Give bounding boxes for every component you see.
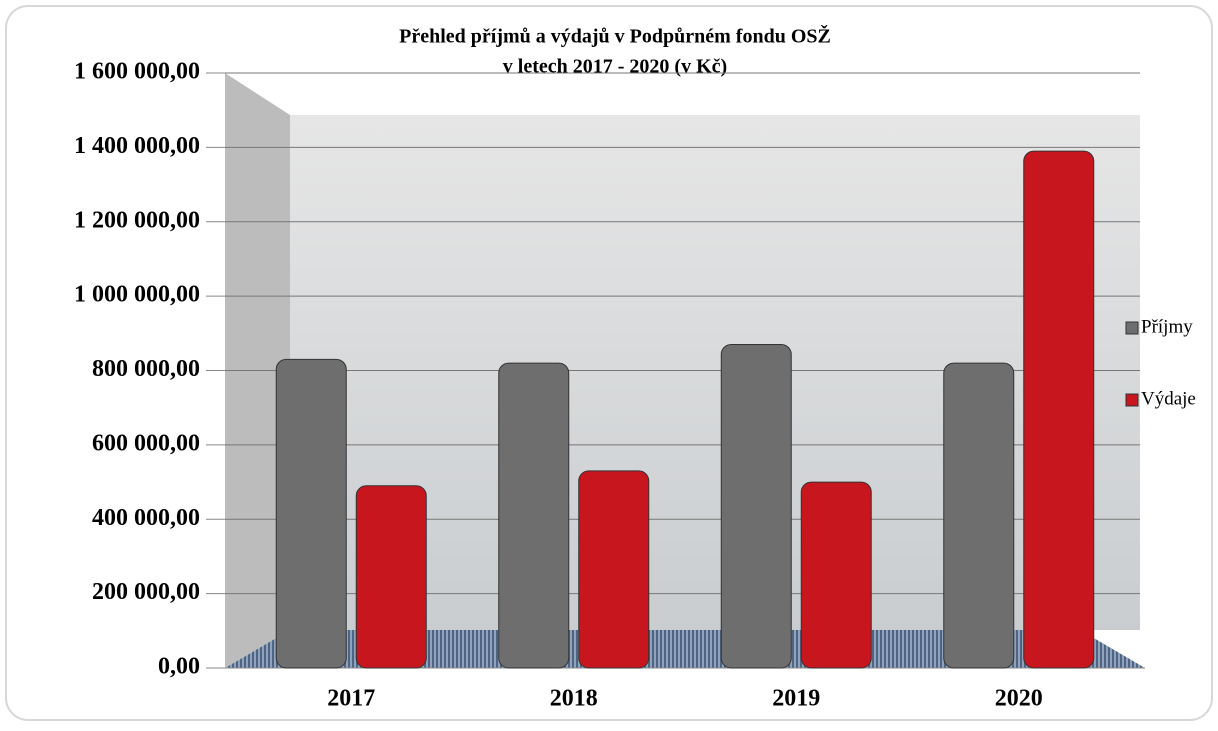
x-tick-label: 2018: [550, 686, 598, 712]
x-tick-label: 2019: [772, 686, 820, 712]
x-tick-label: 2020: [995, 686, 1043, 712]
y-tick-label: 400 000,00: [92, 505, 200, 531]
legend-label: Výdaje: [1141, 388, 1196, 409]
bar: [721, 344, 791, 668]
y-tick-label: 1 000 000,00: [74, 282, 200, 308]
legend-swatch: [1126, 394, 1138, 406]
bar: [944, 363, 1014, 668]
bar: [356, 486, 426, 668]
chart-subtitle: v letech 2017 - 2020 (v Kč): [503, 56, 727, 78]
y-tick-label: 800 000,00: [92, 356, 200, 382]
bar: [579, 471, 649, 668]
legend-label: Příjmy: [1141, 316, 1193, 337]
chart-title: Přehled příjmů a výdajů v Podpůrném fond…: [399, 24, 831, 48]
x-tick-label: 2017: [327, 686, 375, 712]
bar: [1024, 151, 1094, 668]
chart: Přehled příjmů a výdajů v Podpůrném fond…: [0, 0, 1218, 726]
y-tick-label: 1 200 000,00: [74, 207, 200, 233]
legend-swatch: [1126, 322, 1138, 334]
bar: [276, 359, 346, 668]
y-tick-label: 1 600 000,00: [74, 59, 200, 85]
y-tick-label: 600 000,00: [92, 430, 200, 456]
bar: [499, 363, 569, 668]
y-tick-label: 1 400 000,00: [74, 133, 200, 159]
bar: [801, 482, 871, 668]
y-tick-label: 200 000,00: [92, 579, 200, 605]
y-tick-label: 0,00: [158, 654, 200, 680]
